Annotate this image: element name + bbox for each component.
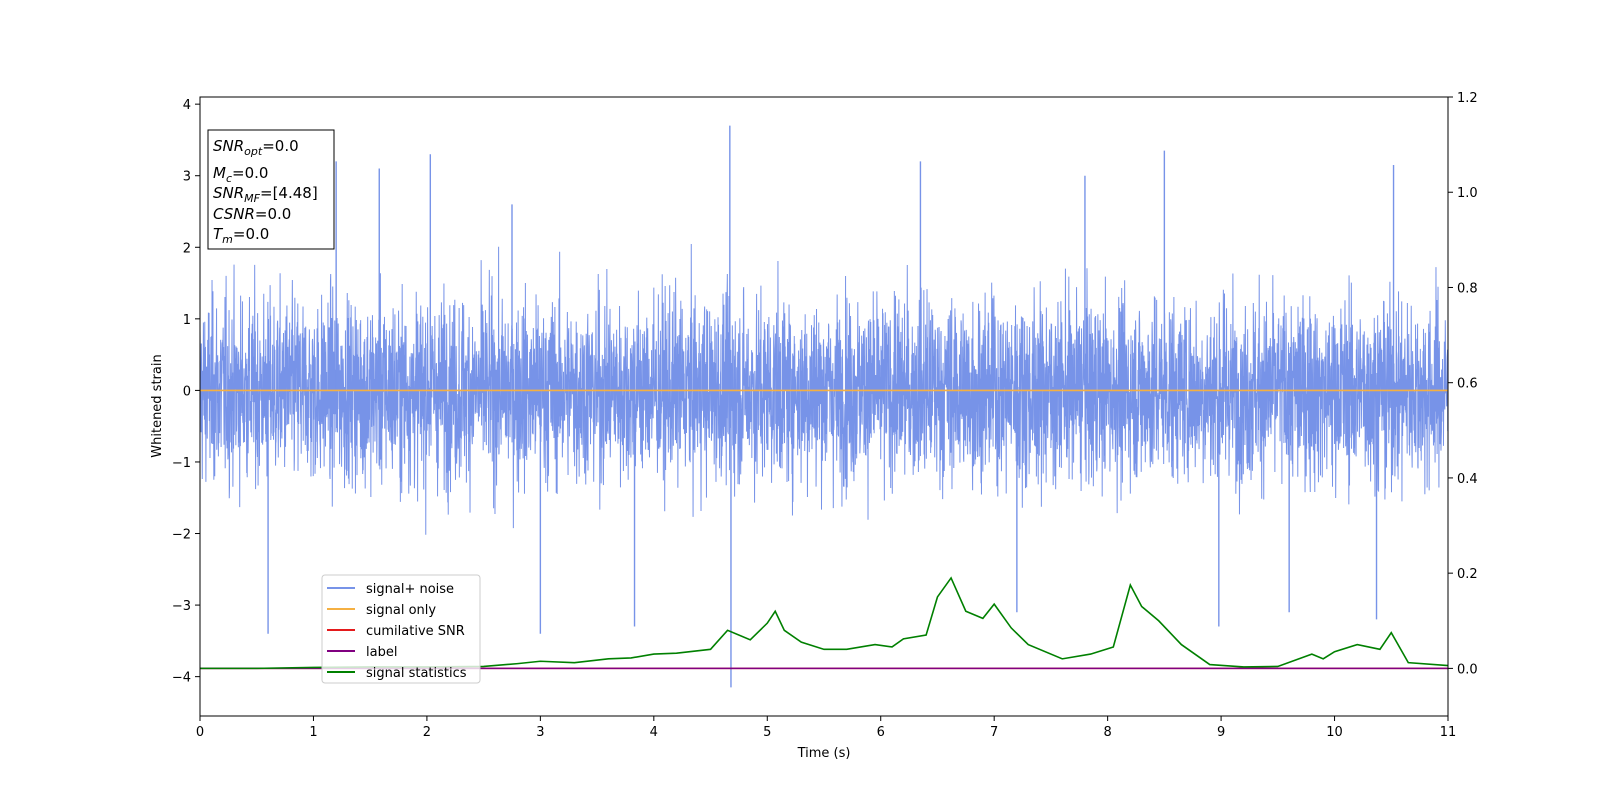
y-tick-label: 0 (183, 384, 191, 399)
y-tick-label: 3 (183, 170, 191, 185)
info-mc: Mc=0.0 (213, 164, 268, 185)
x-tick-label: 5 (763, 725, 771, 740)
x-tick-label: 0 (196, 725, 204, 740)
y-tick-label: −1 (172, 456, 191, 471)
y-tick-label: 2 (183, 241, 191, 256)
y2-tick-label: 0.6 (1457, 377, 1478, 392)
y-tick-label: 4 (183, 98, 191, 113)
y-axis-right: 0.0 0.2 0.4 0.6 0.8 1.0 1.2 (1448, 91, 1478, 677)
x-tick-label: 6 (877, 725, 885, 740)
y-tick-label: −4 (172, 671, 191, 686)
y2-tick-label: 1.0 (1457, 186, 1478, 201)
x-tick-label: 8 (1103, 725, 1111, 740)
x-tick-label: 10 (1326, 725, 1343, 740)
x-tick-label: 9 (1217, 725, 1225, 740)
y2-tick-label: 0.2 (1457, 567, 1478, 582)
series-line-signal-plus-noise (199, 243, 1449, 535)
y-tick-label: −2 (172, 528, 191, 543)
y-tick-label: 1 (183, 313, 191, 328)
info-tm: Tm=0.0 (213, 225, 269, 246)
x-axis: 0 1 2 3 4 5 6 7 8 9 10 11 (196, 716, 1456, 740)
legend-label: signal only (366, 603, 436, 618)
x-tick-label: 7 (990, 725, 998, 740)
series-signal-plus-noise (199, 125, 1449, 688)
info-csnr: CSNR=0.0 (213, 205, 291, 223)
x-tick-label: 2 (423, 725, 431, 740)
info-snr-opt: SNRopt=0.0 (213, 137, 299, 158)
legend-label: label (366, 645, 397, 660)
legend-label: cumilative SNR (366, 624, 465, 639)
x-tick-label: 3 (536, 725, 544, 740)
y-axis-label: Whitened strain (150, 354, 165, 457)
axes-frame (199, 96, 1449, 717)
x-tick-label: 11 (1440, 725, 1457, 740)
legend-label: signal+ noise (366, 582, 454, 597)
x-axis-label: Time (s) (797, 746, 851, 761)
series-line-signal-statistics (200, 576, 1449, 670)
y-tick-label: −3 (172, 599, 191, 614)
info-box: SNRopt=0.0 Mc=0.0 SNRMF=[4.48] CSNR=0.0 … (207, 129, 335, 250)
y2-tick-label: 0.8 (1457, 281, 1478, 296)
legend-label: signal statistics (366, 666, 467, 681)
legend: signal+ noise signal only cumilative SNR la… (321, 574, 481, 684)
info-snr-mf: SNRMF=[4.48] (213, 184, 318, 205)
y2-tick-label: 0.4 (1457, 472, 1478, 487)
y-axis-left: −4 −3 −2 −1 0 1 2 3 4 (172, 98, 200, 686)
x-tick-label: 1 (309, 725, 317, 740)
x-tick-label: 4 (650, 725, 658, 740)
y2-tick-label: 0.0 (1457, 662, 1478, 677)
y2-tick-label: 1.2 (1457, 91, 1478, 106)
